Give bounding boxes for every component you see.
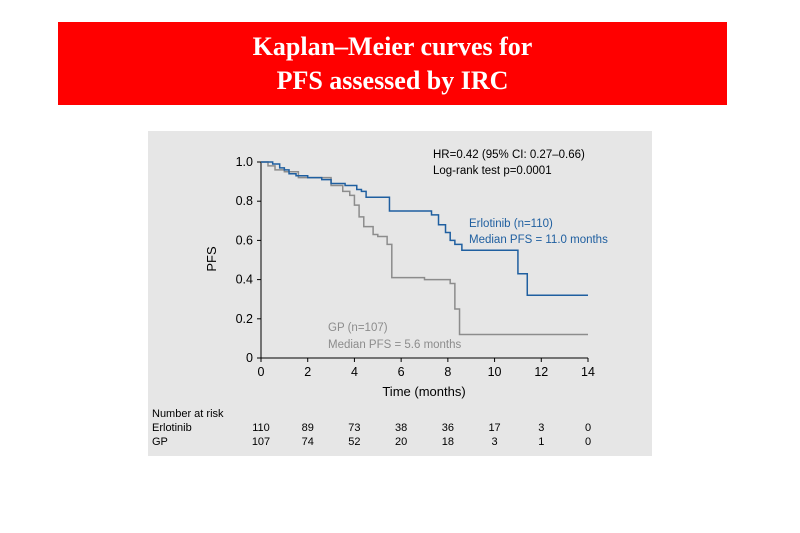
- risk-table-cell: 0: [585, 436, 591, 448]
- y-axis-title: PFS: [204, 246, 219, 272]
- risk-table-cell: 3: [492, 436, 498, 448]
- risk-table-cell: 36: [442, 422, 454, 434]
- gp-series-label: GP (n=107): [328, 322, 388, 334]
- x-tick-label: 2: [304, 365, 311, 379]
- x-tick-label: 8: [444, 365, 451, 379]
- x-tick-label: 6: [398, 365, 405, 379]
- erlotinib-curve: [261, 161, 588, 297]
- y-tick-label: 0.4: [236, 273, 253, 287]
- risk-table-cell: 107: [252, 436, 270, 448]
- gp-median-label: Median PFS = 5.6 months: [328, 339, 462, 351]
- km-figure-panel: 0 2 4 6 8 10 12 14 0 0.2 0.4 0.6 0.8 1.0 PFS Time (mo…: [148, 131, 652, 456]
- risk-table-cell: 3: [538, 422, 544, 434]
- slide-title-line1: Kaplan–Meier curves for: [252, 31, 533, 61]
- risk-table-cell: 1: [538, 436, 544, 448]
- x-axis-title: Time (months): [382, 384, 465, 399]
- y-tick-label: 0.2: [236, 312, 253, 326]
- y-tick-label: 0.8: [236, 194, 253, 208]
- risk-table-cell: 52: [348, 436, 360, 448]
- risk-table-cell: 74: [302, 436, 314, 448]
- risk-table-cell: 38: [395, 422, 407, 434]
- risk-table-cell: 73: [348, 422, 360, 434]
- y-tick-label: 0.6: [236, 233, 253, 247]
- x-tick-label: 12: [534, 365, 548, 379]
- y-tick-label: 1.0: [236, 155, 253, 169]
- x-tick-label: 14: [581, 365, 595, 379]
- gp-curve: [261, 161, 588, 336]
- risk-table-cell: 20: [395, 436, 407, 448]
- logrank-annotation: Log-rank test p=0.0001: [433, 165, 552, 177]
- risk-row-erlotinib-label: Erlotinib: [152, 422, 192, 434]
- slide-title-banner: Kaplan–Meier curves for PFS assessed by …: [58, 22, 727, 105]
- risk-table-cell: 89: [302, 422, 314, 434]
- slide-title-line2: PFS assessed by IRC: [276, 65, 509, 95]
- risk-table-header: Number at risk: [152, 408, 224, 420]
- risk-table-cell: 110: [252, 422, 270, 434]
- erlotinib-median-label: Median PFS = 11.0 months: [469, 234, 608, 246]
- x-tick-label: 4: [351, 365, 358, 379]
- risk-table-cell: 0: [585, 422, 591, 434]
- hr-annotation: HR=0.42 (95% CI: 0.27–0.66): [433, 149, 585, 161]
- risk-table-cell: 18: [442, 436, 454, 448]
- erlotinib-series-label: Erlotinib (n=110): [469, 218, 553, 230]
- x-tick-label: 10: [488, 365, 502, 379]
- risk-table-cell: 17: [488, 422, 500, 434]
- y-tick-label: 0: [246, 351, 253, 365]
- x-tick-label: 0: [258, 365, 265, 379]
- risk-row-gp-label: GP: [152, 436, 168, 448]
